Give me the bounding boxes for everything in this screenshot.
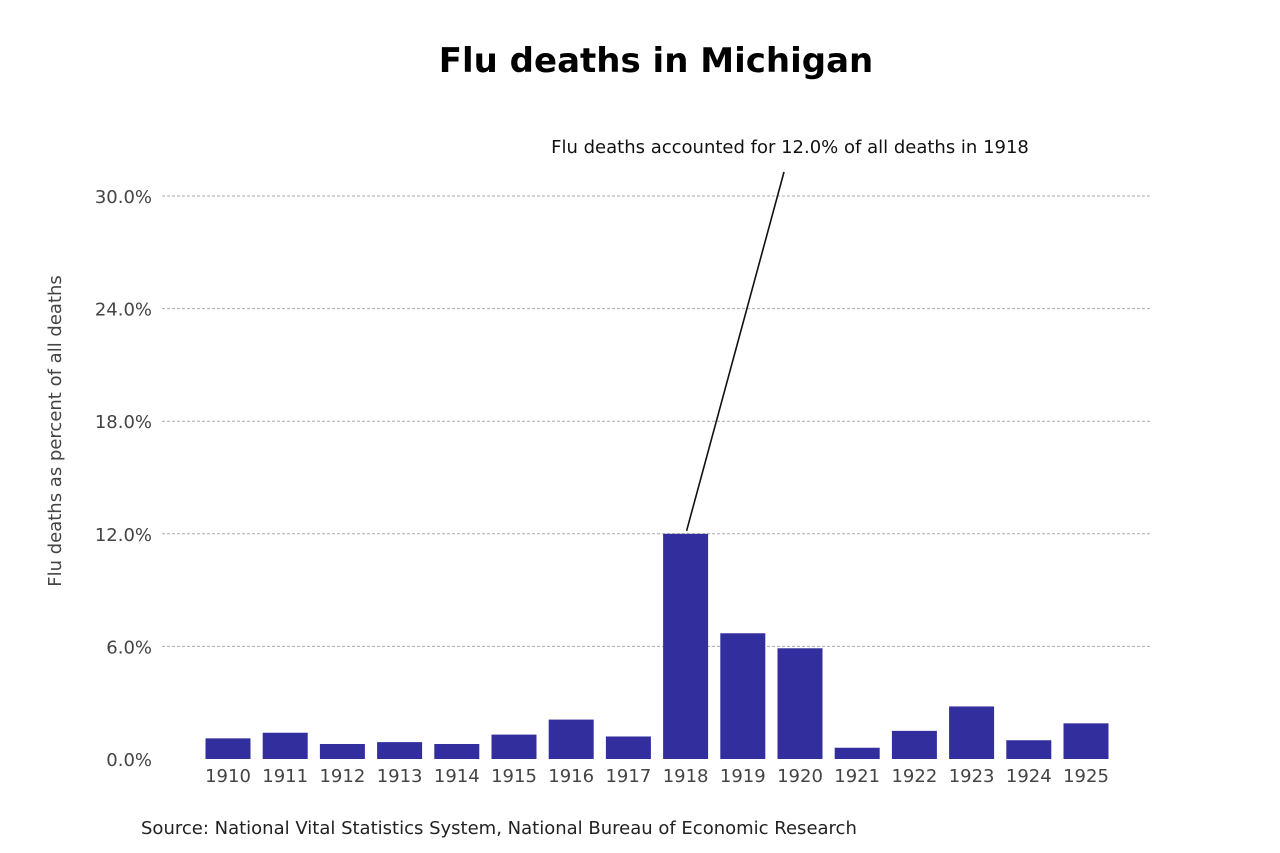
bar-1916 (548, 719, 594, 759)
x-tick-label: 1920 (777, 766, 823, 787)
x-tick-label: 1914 (434, 766, 480, 787)
bar-1913 (377, 742, 423, 759)
bar-1919 (720, 633, 766, 759)
x-tick-label: 1911 (262, 766, 308, 787)
y-tick-label: 30.0% (95, 187, 152, 208)
x-tick-label: 1919 (720, 766, 766, 787)
x-tick-label: 1913 (377, 766, 423, 787)
bar-1922 (891, 730, 937, 759)
bar-1917 (605, 736, 651, 759)
y-axis-ticks: 0.0% 6.0% 12.0% 18.0% 24.0% 30.0% (95, 187, 152, 771)
bar-1911 (262, 732, 308, 759)
bar-1910 (205, 738, 251, 759)
bar-1912 (319, 743, 365, 759)
bar-1914 (434, 743, 480, 759)
y-tick-label: 18.0% (95, 412, 152, 433)
bar-1920 (777, 648, 823, 759)
x-tick-label: 1925 (1063, 766, 1109, 787)
x-tick-label: 1918 (663, 766, 709, 787)
gridlines (162, 195, 1152, 647)
bar-1925 (1063, 723, 1109, 759)
source-note: Source: National Vital Statistics System… (141, 818, 857, 839)
x-tick-label: 1910 (205, 766, 251, 787)
x-tick-label: 1915 (491, 766, 537, 787)
annotation-text: Flu deaths accounted for 12.0% of all de… (551, 137, 1029, 158)
x-tick-label: 1912 (319, 766, 365, 787)
chart-title: Flu deaths in Michigan (439, 41, 873, 81)
y-tick-label: 6.0% (106, 637, 152, 658)
x-tick-label: 1923 (949, 766, 995, 787)
annotation-pointer-line (685, 171, 785, 532)
x-tick-label: 1917 (605, 766, 651, 787)
x-tick-label: 1922 (891, 766, 937, 787)
x-tick-label: 1916 (548, 766, 594, 787)
y-axis-label: Flu deaths as percent of all deaths (45, 275, 66, 587)
x-tick-label: 1924 (1006, 766, 1052, 787)
x-axis-ticks: 1910 1911 1912 1913 1914 1915 1916 1917 1918 1919… (205, 766, 1109, 787)
bar-1921 (834, 747, 880, 759)
bar-1915 (491, 734, 537, 759)
y-tick-label: 24.0% (95, 300, 152, 321)
y-tick-label: 0.0% (106, 750, 152, 771)
y-tick-label: 12.0% (95, 525, 152, 546)
bar-1924 (1006, 740, 1052, 759)
bars (205, 533, 1109, 759)
bar-1923 (949, 706, 995, 759)
x-tick-label: 1921 (834, 766, 880, 787)
bar-1918 (663, 533, 709, 759)
